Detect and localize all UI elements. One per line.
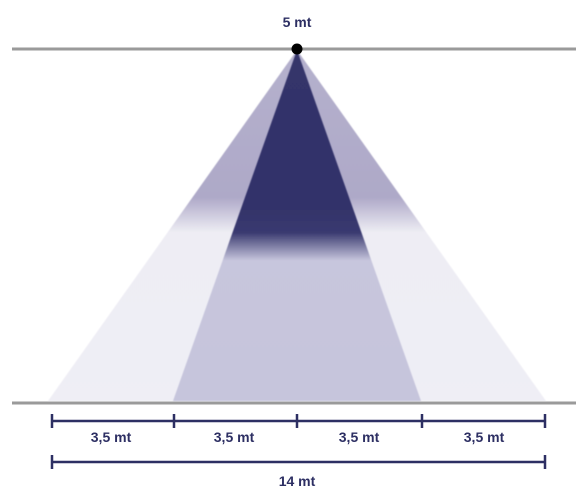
total-width-label: 14 mt [278, 473, 316, 489]
segment-label-3: 3,5 mt [338, 429, 380, 445]
total-dimension [50, 455, 547, 469]
segment-label-1: 3,5 mt [90, 429, 132, 445]
segment-dimension [50, 414, 547, 428]
segment-label-4: 3,5 mt [463, 429, 505, 445]
light-source-point [291, 43, 303, 55]
segment-label-2: 3,5 mt [213, 429, 255, 445]
inner-light-beam [173, 50, 421, 401]
height-label: 5 mt [282, 14, 312, 30]
